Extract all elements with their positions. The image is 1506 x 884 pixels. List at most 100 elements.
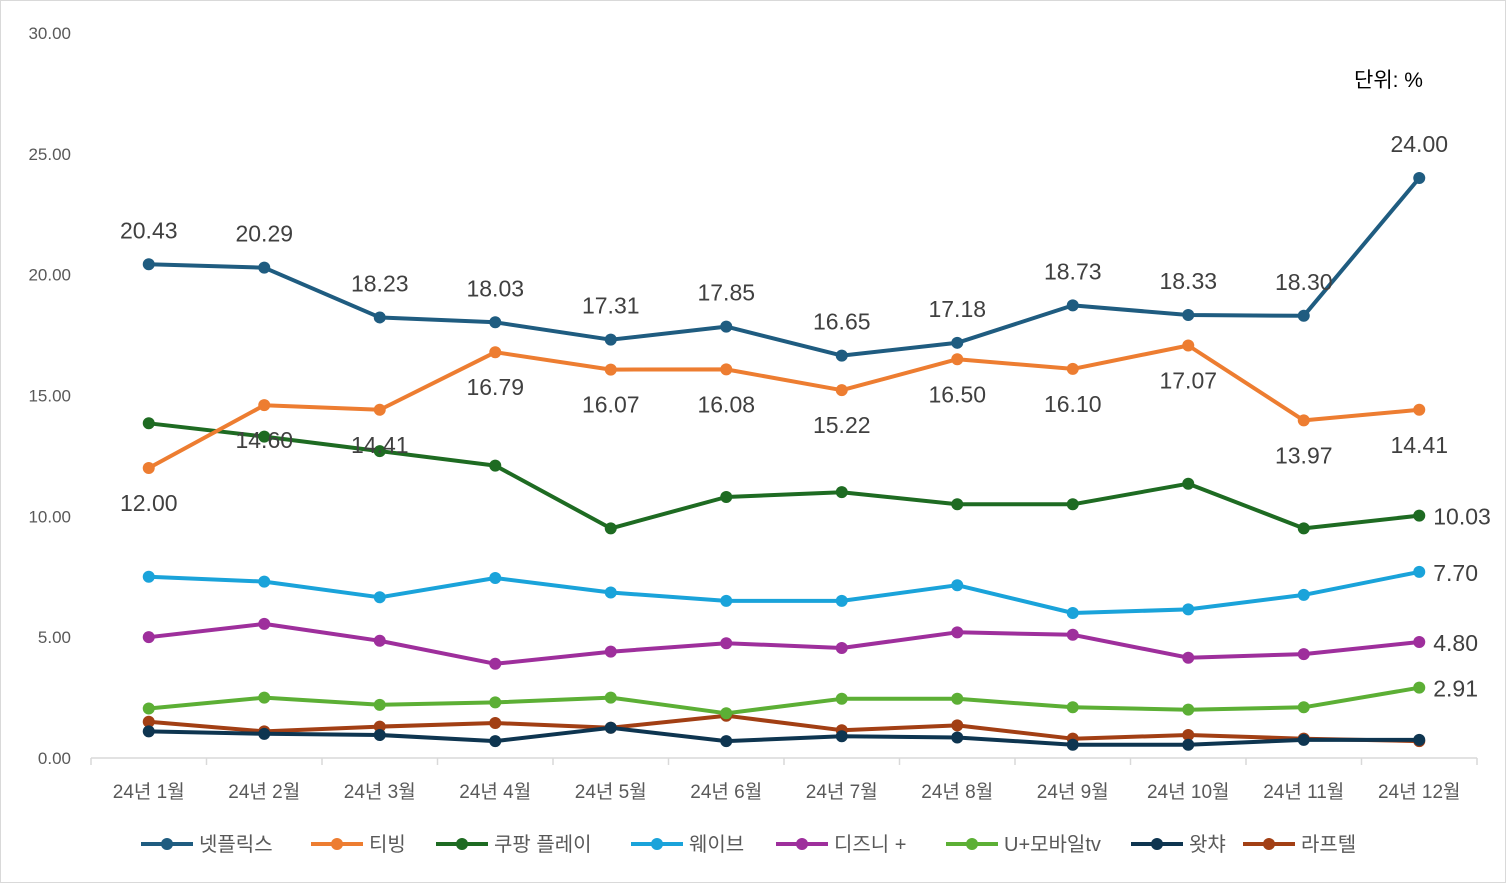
legend-swatch-marker <box>456 838 468 850</box>
y-tick-label: 0.00 <box>38 749 71 768</box>
series-4 <box>142 565 1426 619</box>
data-label: 7.70 <box>1433 560 1478 586</box>
legend-label: 왓챠 <box>1189 833 1226 856</box>
data-point <box>373 445 386 458</box>
data-point <box>1182 703 1195 716</box>
legend-swatch-marker <box>651 838 663 850</box>
legend-swatch-marker <box>161 838 173 850</box>
series-line <box>148 569 1420 615</box>
data-point <box>489 459 502 472</box>
legend-label: 디즈니 + <box>834 833 906 856</box>
data-point <box>1413 403 1426 416</box>
data-point <box>1413 565 1426 578</box>
legend-item: 넷플릭스 <box>141 833 273 856</box>
data-point <box>604 645 617 658</box>
data-point <box>1182 477 1195 490</box>
y-tick-label: 10.00 <box>28 507 71 526</box>
x-tick-label: 24년 8월 <box>921 781 993 803</box>
data-label: 15.22 <box>813 412 871 438</box>
x-tick-label: 24년 6월 <box>690 781 762 803</box>
data-point <box>142 570 155 583</box>
y-tick-label: 30.00 <box>28 24 71 43</box>
y-tick-label: 15.00 <box>28 387 71 406</box>
data-point <box>1297 309 1310 322</box>
legend-swatch-marker <box>1151 838 1163 850</box>
legend-item: 티빙 <box>311 833 406 856</box>
data-point <box>604 363 617 376</box>
series-line <box>148 685 1420 716</box>
data-point <box>951 692 964 705</box>
legend-label: U+모바일tv <box>1004 833 1101 856</box>
data-point <box>835 642 848 655</box>
legend-label: 티빙 <box>369 833 406 856</box>
data-label: 13.97 <box>1275 442 1333 468</box>
x-tick-label: 24년 12월 <box>1378 781 1461 803</box>
series-line <box>148 176 1421 358</box>
data-label: 14.41 <box>1390 432 1448 458</box>
y-tick-label: 5.00 <box>38 628 71 647</box>
data-point <box>142 702 155 715</box>
x-tick-label: 24년 4월 <box>459 781 531 803</box>
data-point <box>373 720 386 733</box>
data-point <box>142 725 155 738</box>
data-point <box>951 498 964 511</box>
series-line <box>147 343 1420 470</box>
data-point <box>835 594 848 607</box>
data-point <box>1182 738 1195 751</box>
data-label: 12.00 <box>120 490 178 516</box>
data-label: 10.03 <box>1433 504 1491 530</box>
data-point <box>258 261 271 274</box>
data-label: 2.91 <box>1433 676 1478 702</box>
data-label: 17.07 <box>1159 367 1217 393</box>
data-point <box>489 657 502 670</box>
data-point <box>951 719 964 732</box>
data-label: 18.03 <box>466 275 524 301</box>
data-point <box>835 692 848 705</box>
data-point <box>258 691 271 704</box>
data-label: 16.65 <box>813 309 871 335</box>
x-tick-label: 24년 9월 <box>1037 781 1109 803</box>
data-point <box>604 522 617 535</box>
data-point <box>951 579 964 592</box>
legend-swatch-marker <box>331 838 343 850</box>
data-point <box>1066 607 1079 619</box>
data-label: 17.31 <box>582 293 640 319</box>
data-point <box>1413 733 1426 746</box>
data-label: 18.30 <box>1275 269 1333 295</box>
data-point <box>373 311 386 324</box>
data-point <box>373 729 386 742</box>
data-label: 16.07 <box>582 392 640 418</box>
legend-label: 웨이브 <box>689 833 744 856</box>
legend-item: 라프텔 <box>1243 833 1356 856</box>
data-point <box>720 707 733 720</box>
data-label: 20.43 <box>120 217 178 243</box>
data-label: 16.10 <box>1044 391 1102 417</box>
data-point <box>1182 603 1195 616</box>
data-point <box>373 698 386 711</box>
data-point <box>835 486 848 499</box>
data-point <box>489 346 502 359</box>
data-point <box>1182 339 1195 352</box>
data-point <box>142 631 155 644</box>
data-point <box>604 333 617 346</box>
data-point <box>1413 509 1426 522</box>
series-7 <box>142 721 1426 751</box>
x-tick-label: 24년 7월 <box>806 781 878 803</box>
data-point <box>604 586 617 599</box>
series-2 <box>142 339 1426 474</box>
data-point <box>1413 172 1426 184</box>
data-label: 17.85 <box>697 280 755 306</box>
data-point <box>1066 362 1079 375</box>
data-labels: 20.43 20.29 18.23 18.03 17.31 17.85 16.65 17.18… <box>120 131 1491 702</box>
data-point <box>489 316 502 329</box>
x-tick-label: 24년 10월 <box>1147 781 1230 803</box>
data-label: 14.41 <box>351 432 409 458</box>
data-point <box>1297 648 1310 661</box>
data-point <box>835 730 848 743</box>
data-point <box>1297 733 1310 746</box>
series-line <box>148 713 1420 744</box>
data-point <box>258 430 271 443</box>
data-point <box>142 417 155 430</box>
series-6 <box>142 681 1426 720</box>
